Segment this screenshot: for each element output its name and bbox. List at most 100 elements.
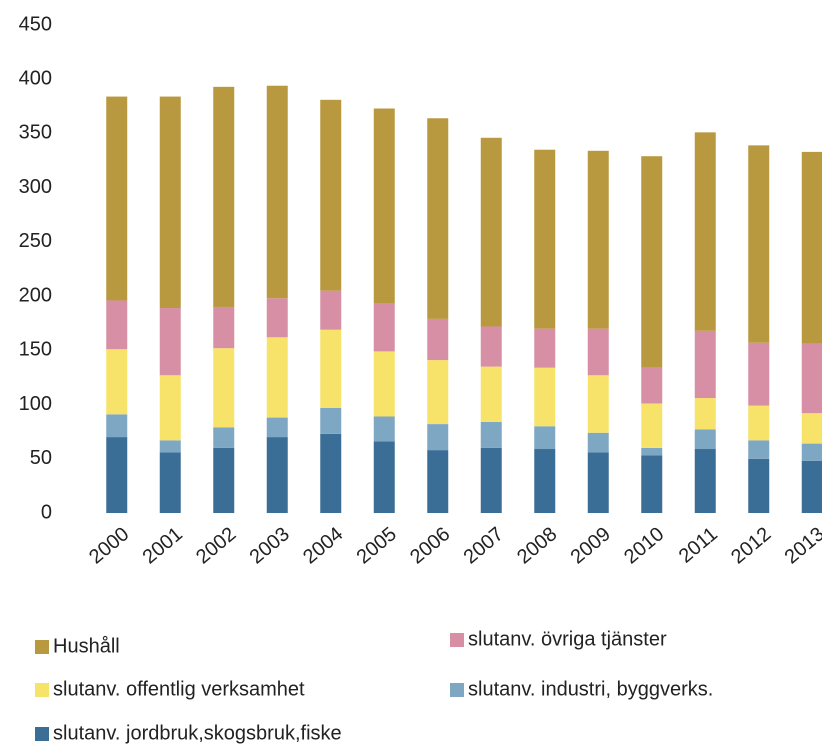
x-tick-label: 2011 xyxy=(675,523,722,568)
bar-segment xyxy=(106,96,128,301)
legend-swatch xyxy=(450,633,464,647)
bar-segment xyxy=(427,118,449,319)
x-tick-label: 2000 xyxy=(85,523,133,568)
y-tick-label: 450 xyxy=(19,13,52,35)
bar-segment xyxy=(480,326,502,367)
bar-segment xyxy=(801,413,822,444)
x-tick-label: 2006 xyxy=(406,523,454,568)
bar-segment xyxy=(480,366,502,422)
bar-segment xyxy=(266,298,288,338)
x-tick-label: 2010 xyxy=(620,523,668,568)
bar-segment xyxy=(480,137,502,327)
bar-segment xyxy=(534,328,556,368)
y-tick-label: 150 xyxy=(19,339,52,361)
bar-segment xyxy=(534,449,556,513)
x-tick-label: 2003 xyxy=(246,523,294,568)
bar-segment xyxy=(213,348,235,428)
legend-label: slutanv. offentlig verksamhet xyxy=(53,678,305,700)
bar-segment xyxy=(694,449,716,513)
bar-segment xyxy=(427,450,449,513)
bar-segment xyxy=(373,351,395,417)
x-tick-label: 2005 xyxy=(353,523,401,568)
legend-label: Hushåll xyxy=(53,635,120,657)
legend-swatch xyxy=(450,683,464,697)
x-tick-label: 2013 xyxy=(781,523,822,568)
bar-segment xyxy=(587,328,609,376)
x-tick-label: 2012 xyxy=(727,523,775,568)
legend-label: slutanv. jordbruk,skogsbruk,fiske xyxy=(53,722,342,744)
x-tick-label: 2009 xyxy=(567,523,615,568)
bar-segment xyxy=(213,86,235,307)
y-tick-label: 100 xyxy=(19,393,52,415)
bar-segment xyxy=(106,414,128,438)
bar-segment xyxy=(373,416,395,442)
bar-segment xyxy=(106,437,128,513)
bar-segment xyxy=(748,458,770,513)
bar-segment xyxy=(159,452,181,513)
bar-segment xyxy=(587,375,609,433)
bar-segment xyxy=(748,145,770,343)
bar-segment xyxy=(694,429,716,450)
bar-segment xyxy=(641,156,663,368)
bar-segment xyxy=(748,342,770,406)
bar-segment xyxy=(748,440,770,459)
bar-segment xyxy=(694,398,716,430)
y-tick-label: 50 xyxy=(30,447,52,469)
bar-segment xyxy=(801,460,822,513)
bar-segment xyxy=(427,360,449,425)
bar-segment xyxy=(534,426,556,450)
y-tick-label: 400 xyxy=(19,68,52,90)
bar-segment xyxy=(106,349,128,415)
bar-segment xyxy=(427,318,449,361)
bar-segment xyxy=(320,407,342,434)
bar-segment xyxy=(427,424,449,451)
bar-segment xyxy=(641,455,663,513)
y-tick-label: 350 xyxy=(19,122,52,144)
bar-segment xyxy=(320,99,342,291)
bar-segment xyxy=(373,108,395,304)
y-tick-label: 0 xyxy=(41,501,52,523)
bar-segment xyxy=(266,417,288,438)
bar-segment xyxy=(320,433,342,513)
bar-segment xyxy=(159,375,181,441)
x-tick-label: 2002 xyxy=(192,523,240,568)
bar-segment xyxy=(320,290,342,330)
bar-segment xyxy=(587,432,609,453)
bar-segment xyxy=(373,441,395,513)
bar-segment xyxy=(748,405,770,441)
bar-segment xyxy=(159,440,181,453)
bar-segment xyxy=(694,330,716,399)
bar-segment xyxy=(587,150,609,329)
bar-segment xyxy=(641,403,663,448)
bar-segment xyxy=(641,447,663,456)
bar-segment xyxy=(373,303,395,352)
y-tick-label: 200 xyxy=(19,284,52,306)
bar-segment xyxy=(213,447,235,513)
bar-segment xyxy=(213,306,235,349)
x-tick-label: 2004 xyxy=(299,523,347,568)
bar-segment xyxy=(106,300,128,350)
bar-segment xyxy=(534,149,556,329)
bar-segment xyxy=(480,421,502,448)
legend-swatch xyxy=(35,683,49,697)
x-tick-label: 2001 xyxy=(139,523,187,568)
bar-segment xyxy=(480,447,502,513)
bar-segment xyxy=(587,452,609,513)
bar-segment xyxy=(534,367,556,427)
bar-segment xyxy=(641,367,663,404)
bar-segment xyxy=(801,151,822,344)
legend-swatch xyxy=(35,727,49,741)
bar-segment xyxy=(159,96,181,309)
y-tick-label: 300 xyxy=(19,176,52,198)
bar-segment xyxy=(801,443,822,461)
bar-segment xyxy=(159,308,181,376)
legend-swatch xyxy=(35,640,49,654)
bar-segment xyxy=(213,427,235,448)
bar-segment xyxy=(320,329,342,408)
bar-segment xyxy=(266,85,288,299)
legend-label: slutanv. övriga tjänster xyxy=(468,628,667,650)
legend-label: slutanv. industri, byggverks. xyxy=(468,678,713,700)
y-tick-label: 250 xyxy=(19,230,52,252)
bar-segment xyxy=(266,337,288,418)
